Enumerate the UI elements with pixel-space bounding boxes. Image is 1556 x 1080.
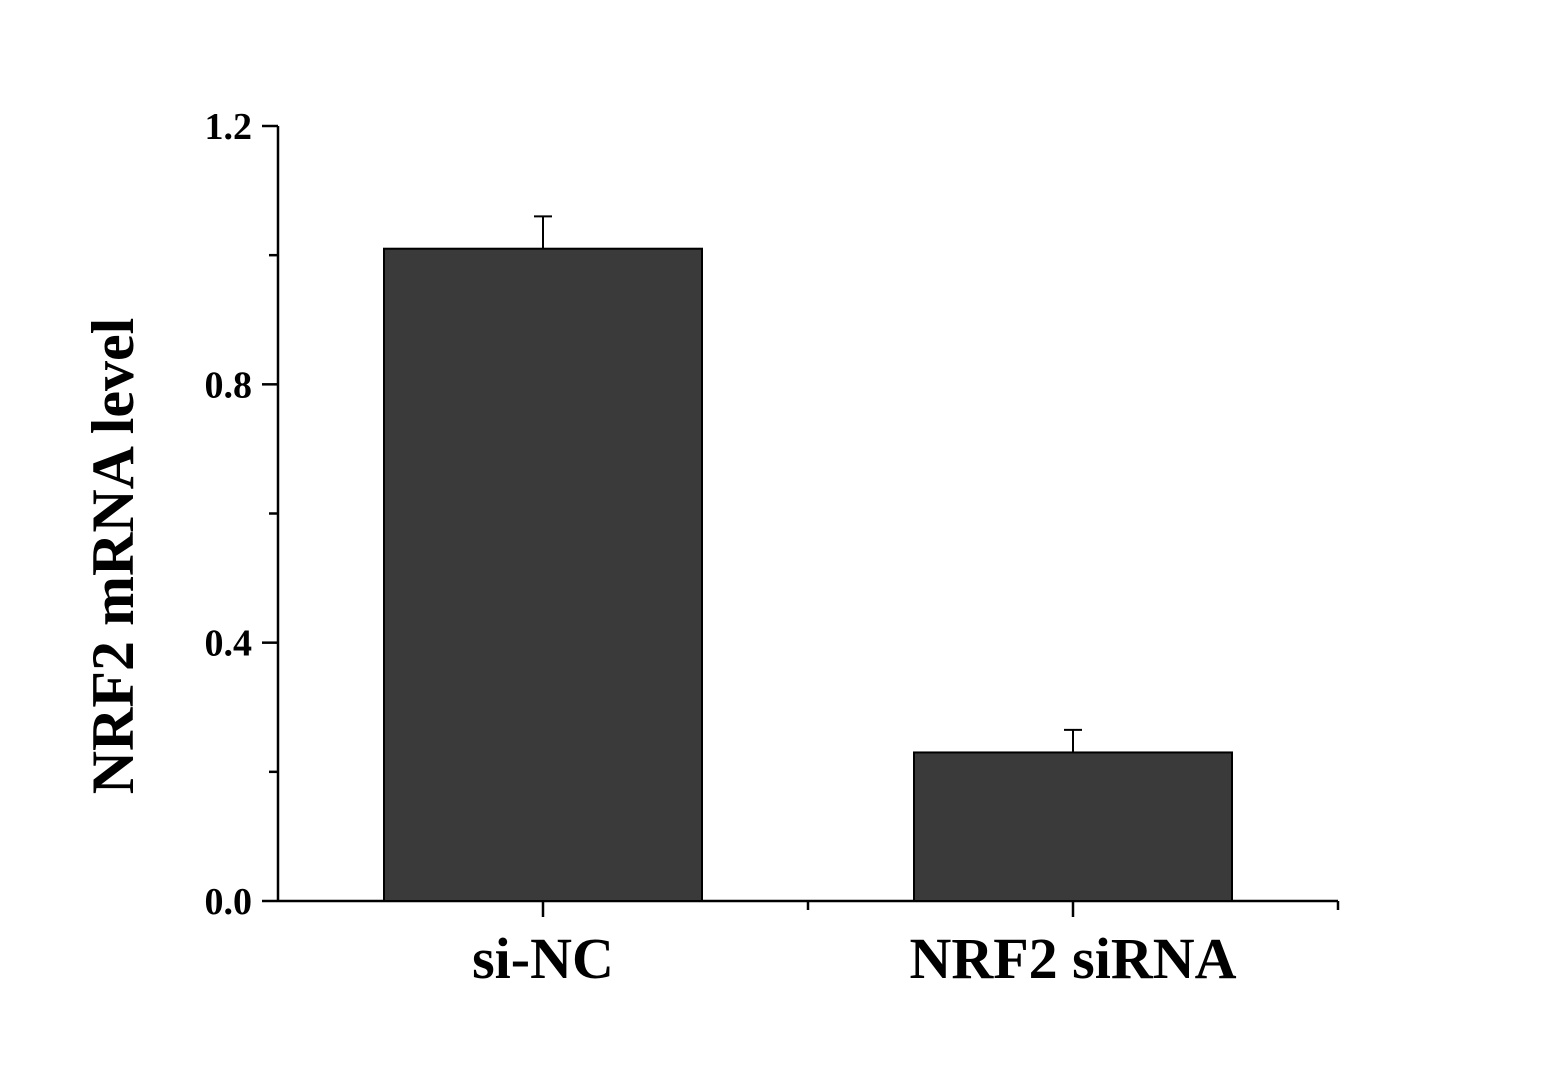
y-tick-label: 0.8 <box>205 364 253 406</box>
error-bars <box>534 215 1082 753</box>
bar-si-nc <box>383 247 703 903</box>
y-axis-ticks: 0.0 0.4 0.8 1.2 <box>205 106 278 923</box>
y-tick-label: 0.4 <box>205 623 253 665</box>
x-axis-ticks: si-NC NRF2 siRNA <box>472 901 1340 991</box>
x-category-label: NRF2 siRNA <box>909 926 1236 991</box>
y-tick-label: 1.2 <box>205 106 253 148</box>
y-axis-title: NRF2 mRNA level <box>80 318 146 795</box>
bars <box>383 247 1233 903</box>
x-category-label: si-NC <box>472 926 614 991</box>
y-tick-label: 0.0 <box>205 881 253 923</box>
bar-nrf2-sirna <box>913 751 1233 902</box>
